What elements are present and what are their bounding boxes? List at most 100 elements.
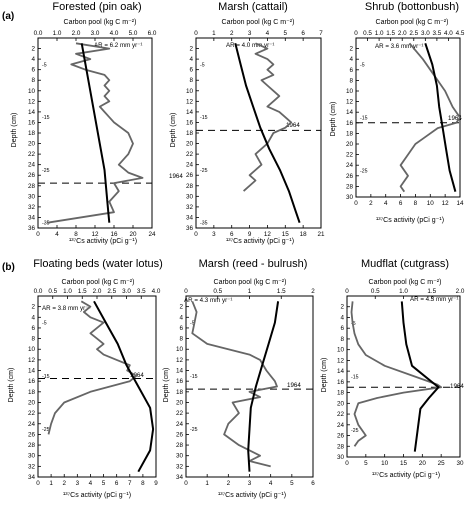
marker-1964-label: 1964: [287, 382, 301, 389]
cs-tick-label: 10: [427, 200, 435, 207]
cs-tick-label: 21: [317, 231, 325, 238]
depth-tick-label: 24: [176, 421, 184, 428]
depth-tick-label: 26: [28, 172, 36, 179]
depth-tick-label: 20: [337, 400, 345, 407]
depth-tick-label: 20: [176, 399, 184, 406]
depth-tick-label: 2: [340, 304, 344, 311]
depth-axis-title: Depth (cm): [321, 358, 328, 393]
depth-tick-label: 16: [176, 378, 184, 385]
depth-tick-label: 10: [28, 88, 36, 95]
carbon-tick-label: 1.0: [53, 30, 62, 37]
carbon-tick-label: 0.0: [34, 288, 43, 295]
cs137-activity-line: [350, 301, 443, 447]
carbon-tick-label: 3.0: [122, 288, 131, 295]
age-label: -15: [200, 115, 208, 121]
age-label: -15: [351, 375, 359, 381]
carbon-pool-axis-title: Carbon pool (kg C m⁻²): [369, 279, 442, 286]
cs-tick-label: 20: [419, 460, 427, 467]
depth-tick-label: 24: [337, 422, 345, 429]
depth-tick-label: 28: [176, 442, 184, 449]
depth-tick-label: 4: [349, 56, 353, 63]
cs-tick-label: 10: [381, 460, 389, 467]
depth-tick-label: 24: [28, 421, 36, 428]
cs-activity-axis-title: ¹³⁷Cs activity (pCi g⁻¹): [376, 217, 444, 224]
depth-tick-label: 22: [28, 410, 36, 417]
cs-activity-axis-title: ¹³⁷Cs activity (pCi g⁻¹): [218, 492, 286, 499]
depth-tick-label: 2: [31, 46, 35, 53]
depth-tick-label: 22: [28, 151, 36, 158]
panel-label-b: (b): [2, 262, 15, 273]
cs-tick-label: 5: [364, 460, 368, 467]
cs-tick-label: 25: [438, 460, 446, 467]
accretion-rate-label: AR = 6.2 mm yr⁻¹: [94, 42, 142, 49]
depth-tick-label: 10: [176, 346, 184, 353]
carbon-pool-line: [93, 300, 155, 473]
cs-tick-label: 2: [369, 200, 373, 207]
plot-frame: [37, 37, 153, 229]
depth-tick-label: 28: [337, 443, 345, 450]
cs-activity-axis-title: ¹³⁷Cs activity (pCi g⁻¹): [372, 472, 440, 479]
carbon-tick-label: 1.0: [375, 30, 384, 37]
depth-tick-label: 4: [340, 314, 344, 321]
depth-tick-label: 4: [31, 314, 35, 321]
cs-tick-label: 0: [36, 480, 40, 487]
carbon-pool-line: [400, 301, 440, 452]
depth-tick-label: 10: [346, 88, 354, 95]
cs-tick-label: 6: [311, 480, 315, 487]
carbon-pool-line: [424, 42, 457, 192]
carbon-tick-label: 3.0: [421, 30, 430, 37]
depth-axis-title: Depth (cm): [11, 113, 18, 148]
carbon-tick-label: 2.5: [107, 288, 116, 295]
depth-tick-label: 34: [28, 474, 36, 481]
depth-tick-label: 16: [28, 378, 36, 385]
cs-tick-label: 8: [141, 480, 145, 487]
depth-tick-label: 4: [179, 314, 183, 321]
age-label: -35: [42, 221, 50, 227]
age-label: -15: [42, 374, 50, 380]
cs-tick-label: 0: [184, 480, 188, 487]
accretion-rate-label: AR = 4.3 mm yr⁻¹: [410, 296, 458, 303]
depth-tick-label: 22: [337, 411, 345, 418]
age-label: -25: [190, 427, 198, 433]
depth-tick-label: 32: [176, 463, 184, 470]
carbon-pool-line: [247, 301, 280, 472]
depth-tick-label: 36: [28, 225, 36, 232]
cs-tick-label: 4: [269, 480, 273, 487]
depth-tick-label: 32: [186, 204, 194, 211]
depth-axis-title: Depth (cm): [170, 113, 177, 148]
depth-tick-label: 2: [189, 46, 193, 53]
cs-tick-label: 9: [154, 480, 158, 487]
cs-tick-label: 6: [230, 231, 234, 238]
depth-tick-label: 14: [346, 109, 354, 116]
depth-tick-label: 6: [31, 325, 35, 332]
carbon-tick-label: 2.0: [72, 30, 81, 37]
carbon-tick-label: 1.0: [399, 288, 408, 295]
cs-tick-label: 0: [354, 200, 358, 207]
cs-tick-label: 18: [300, 231, 308, 238]
age-label: -5: [360, 63, 365, 69]
marker-1964-label: 1964: [130, 372, 144, 379]
carbon-tick-label: 0: [184, 288, 188, 295]
carbon-tick-label: 4.5: [456, 30, 465, 37]
depth-tick-label: 6: [179, 325, 183, 332]
cs-tick-label: 30: [456, 460, 464, 467]
cs-tick-label: 12: [91, 231, 99, 238]
cs-tick-label: 4: [55, 231, 59, 238]
depth-tick-label: 12: [186, 98, 194, 105]
depth-tick-label: 8: [31, 77, 35, 84]
depth-tick-label: 30: [28, 453, 36, 460]
marker-1964-label: 1964: [286, 122, 300, 129]
age-label: -5: [190, 321, 195, 327]
carbon-tick-label: 2.0: [398, 30, 407, 37]
depth-tick-label: 24: [186, 162, 194, 169]
carbon-tick-label: 5: [284, 30, 288, 37]
carbon-tick-label: 2.5: [409, 30, 418, 37]
carbon-tick-label: 7: [319, 30, 323, 37]
cs-tick-label: 5: [102, 480, 106, 487]
depth-tick-label: 30: [337, 454, 345, 461]
age-label: -15: [360, 116, 368, 122]
depth-tick-label: 26: [176, 431, 184, 438]
chart-title: Mudflat (cutgrass): [361, 258, 449, 270]
depth-tick-label: 24: [28, 162, 36, 169]
